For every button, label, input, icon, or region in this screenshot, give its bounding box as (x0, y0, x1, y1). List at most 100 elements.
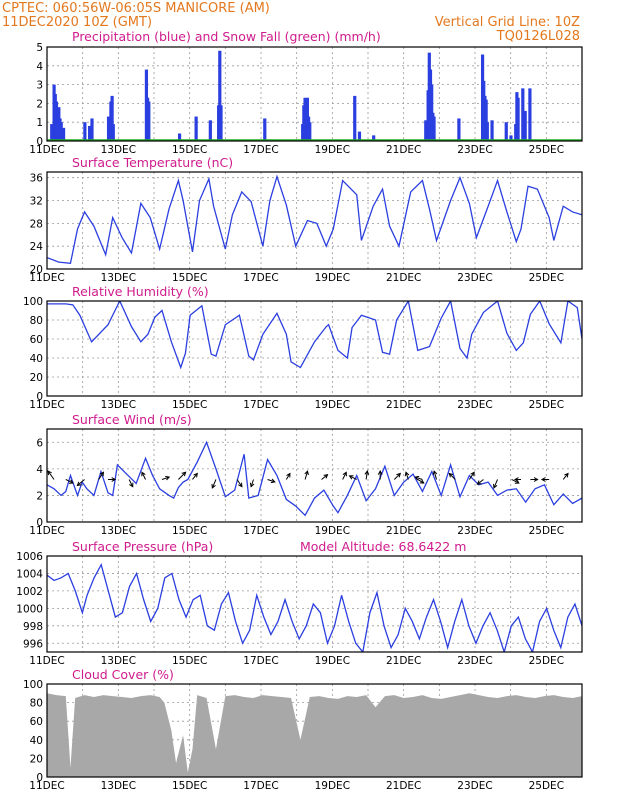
temperature-line (47, 174, 582, 264)
wind-arrow (417, 479, 425, 484)
temperature-ytick-label: 20 (30, 264, 43, 276)
temperature-xtick-label: 15DEC (172, 272, 207, 284)
wind-arrow (141, 472, 146, 480)
wind-arrow (77, 479, 85, 486)
cloud-ytick-label: 60 (30, 716, 43, 728)
humidity-frame (46, 300, 583, 397)
wind-data (47, 440, 582, 517)
wind-ytick-label: 4 (36, 464, 43, 476)
wind-ytick-label: 0 (36, 517, 43, 529)
wind-arrow (493, 479, 498, 489)
wind-xtick-label: 19DEC (315, 525, 350, 537)
humidity-ytick-label: 0 (36, 391, 43, 403)
precip-ytick-label: 5 (36, 42, 43, 54)
pressure-xtick-label: 19DEC (315, 655, 350, 667)
precip-ytick-label: 4 (36, 61, 43, 73)
precip-bar (523, 110, 527, 141)
precip-bar (106, 116, 111, 141)
wind-arrow (47, 470, 55, 480)
precip-bar (111, 124, 115, 141)
precip-bar (59, 122, 63, 141)
cloud-xtick-label: 17DEC (243, 780, 278, 792)
precip-bar (357, 131, 362, 141)
wind-arrow-head (141, 471, 146, 477)
cloud-title: Cloud Cover (%) (72, 667, 174, 682)
wind-arrow-head (76, 481, 82, 487)
wind-arrow-head (342, 471, 347, 477)
humidity-ytick-label: 20 (30, 372, 43, 384)
wind-frame (46, 428, 583, 523)
humidity-ytick-label: 60 (30, 334, 43, 346)
wind-arrow-head (193, 472, 198, 478)
precip-bar (485, 122, 489, 141)
wind-arrow-head (211, 483, 216, 489)
precip-bar (372, 135, 376, 141)
humidity-data (47, 301, 582, 370)
header-model: TQ0126L028 (496, 29, 580, 44)
humidity-panel: 0 20 40 60 80 100 11DEC 13DEC 15DEC 17DEC 19DEC 21D… (23, 296, 583, 411)
precip-bar (353, 95, 357, 141)
wind-panel: 0 2 4 6 11DEC 13DEC 15DEC 17DEC 19DEC 21DEC 23DEC 2… (29, 428, 583, 537)
wind-arrow-head (249, 482, 255, 488)
precip-bar (177, 133, 182, 141)
precip-bar (88, 125, 92, 141)
cloud-xtick-label: 23DEC (457, 780, 492, 792)
wind-arrow-head (165, 475, 171, 481)
precip-bar (110, 95, 114, 141)
humidity-line (47, 301, 582, 370)
wind-arrow-head (377, 470, 383, 475)
precip-panel: 0 1 2 3 4 5 11DEC 13DEC 15DEC 17DEC 19DEC 21DEC 23DE… (29, 42, 583, 156)
cloud-ytick-label: 20 (30, 753, 43, 765)
pressure-xtick-label: 21DEC (386, 655, 421, 667)
humidity-xtick-label: 19DEC (315, 399, 350, 411)
precip-ytick-label: 3 (36, 80, 43, 92)
wind-arrow (405, 472, 409, 480)
wind-arrow (304, 470, 308, 480)
temperature-xtick-label: 17DEC (243, 272, 278, 284)
wind-arrow-head (238, 482, 243, 488)
wind-arrow (236, 479, 243, 487)
temperature-ytick-label: 24 (30, 241, 44, 253)
wind-arrow-head (323, 474, 329, 479)
humidity-xtick-label: 17DEC (243, 399, 278, 411)
precip-bar (194, 116, 198, 141)
wind-arrow (211, 479, 217, 489)
precip-bar (504, 122, 508, 141)
wind-arrow (468, 472, 475, 480)
wind-arrow-head (540, 477, 546, 482)
wind-arrow-head (419, 479, 425, 484)
wind-arrow-head (513, 477, 519, 482)
humidity-xtick-label: 11DEC (29, 399, 64, 411)
wind-arrow (349, 475, 357, 480)
wind-arrow (178, 471, 186, 480)
cloud-ytick-label: 40 (30, 735, 43, 747)
pressure-line (47, 562, 582, 652)
pressure-xtick-label: 23DEC (457, 655, 492, 667)
precip-bar (528, 88, 532, 141)
precip-bar (424, 120, 428, 141)
wind-arrow-head (404, 471, 410, 477)
humidity-xtick-label: 25DEC (529, 399, 564, 411)
precip-bar (457, 118, 461, 141)
wind-arrow-head (414, 475, 420, 481)
precip-xtick-label: 13DEC (101, 144, 136, 156)
cloud-ytick-label: 0 (36, 772, 43, 784)
pressure-ytick-label: 1006 (16, 551, 43, 563)
pressure-frame (46, 555, 583, 653)
pressure-ytick-label: 1000 (16, 603, 43, 615)
wind-arrow (250, 479, 254, 487)
precip-bar (208, 120, 212, 141)
pressure-xtick-label: 11DEC (29, 655, 64, 667)
wind-arrow-head (286, 472, 291, 478)
wind-arrow (98, 472, 104, 480)
cloud-cover-area (47, 693, 582, 777)
pressure-ytick-label: 998 (23, 621, 43, 633)
wind-xtick-label: 17DEC (243, 525, 278, 537)
humidity-xtick-label: 15DEC (172, 399, 207, 411)
wind-arrow-head (564, 472, 569, 478)
precip-bar (147, 101, 151, 141)
temperature-ytick-label: 36 (30, 173, 44, 185)
wind-arrow (365, 471, 368, 480)
wind-arrow-head (348, 475, 354, 480)
